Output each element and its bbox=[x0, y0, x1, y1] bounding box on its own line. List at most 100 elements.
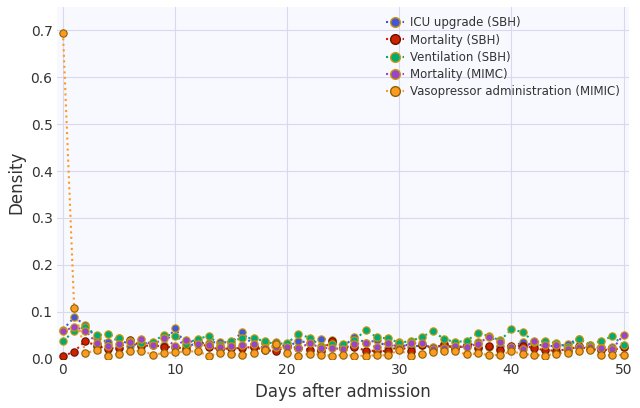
Point bbox=[102, 331, 113, 337]
Point bbox=[540, 347, 550, 354]
Point bbox=[439, 348, 449, 355]
Point bbox=[495, 339, 506, 345]
Point bbox=[585, 344, 595, 350]
Point bbox=[69, 328, 79, 335]
Point bbox=[125, 339, 135, 346]
Point bbox=[260, 347, 270, 353]
X-axis label: Days after admission: Days after admission bbox=[255, 383, 431, 401]
Point bbox=[461, 344, 472, 350]
Point bbox=[417, 341, 427, 348]
Point bbox=[360, 339, 371, 346]
Point bbox=[540, 341, 550, 348]
Point bbox=[248, 341, 259, 348]
Point bbox=[69, 314, 79, 321]
Point bbox=[215, 344, 225, 350]
Point bbox=[92, 343, 102, 349]
Point bbox=[159, 344, 169, 350]
Point bbox=[327, 353, 337, 359]
Point bbox=[596, 338, 606, 344]
Point bbox=[248, 335, 259, 341]
Point bbox=[305, 347, 315, 353]
Point bbox=[585, 341, 595, 348]
Point bbox=[417, 350, 427, 357]
Point bbox=[349, 337, 360, 344]
Point bbox=[193, 335, 203, 342]
Point bbox=[226, 345, 236, 351]
Point bbox=[573, 336, 584, 342]
Point bbox=[282, 349, 292, 356]
Point bbox=[248, 349, 259, 356]
Point bbox=[159, 331, 169, 338]
Point bbox=[394, 343, 404, 350]
Point bbox=[102, 345, 113, 352]
Point bbox=[439, 342, 449, 349]
Point bbox=[125, 337, 135, 344]
Point bbox=[360, 327, 371, 333]
Point bbox=[563, 350, 573, 356]
Point bbox=[518, 342, 528, 349]
Point bbox=[596, 346, 606, 353]
Point bbox=[282, 339, 292, 346]
Point bbox=[204, 333, 214, 339]
Point bbox=[495, 337, 506, 344]
Point bbox=[372, 344, 382, 350]
Point bbox=[260, 338, 270, 345]
Point bbox=[293, 344, 303, 351]
Point bbox=[58, 29, 68, 36]
Point bbox=[349, 334, 360, 340]
Point bbox=[573, 344, 584, 350]
Point bbox=[114, 344, 124, 351]
Point bbox=[383, 335, 393, 342]
Point bbox=[607, 346, 618, 353]
Point bbox=[506, 348, 516, 355]
Point bbox=[181, 341, 191, 347]
Point bbox=[316, 335, 326, 342]
Point bbox=[58, 326, 68, 333]
Point bbox=[282, 344, 292, 350]
Point bbox=[573, 347, 584, 354]
Point bbox=[170, 349, 180, 355]
Point bbox=[551, 347, 561, 354]
Point bbox=[518, 346, 528, 352]
Point bbox=[349, 340, 360, 347]
Point bbox=[204, 353, 214, 359]
Point bbox=[193, 348, 203, 355]
Point bbox=[80, 324, 90, 330]
Point bbox=[405, 344, 415, 350]
Point bbox=[461, 337, 472, 344]
Point bbox=[327, 337, 337, 344]
Point bbox=[58, 337, 68, 344]
Point bbox=[215, 346, 225, 353]
Point bbox=[349, 353, 360, 359]
Point bbox=[417, 342, 427, 348]
Point bbox=[394, 338, 404, 345]
Point bbox=[181, 346, 191, 352]
Point bbox=[204, 344, 214, 350]
Point bbox=[473, 350, 483, 357]
Point bbox=[69, 348, 79, 355]
Point bbox=[338, 344, 348, 351]
Point bbox=[529, 339, 539, 345]
Point bbox=[293, 345, 303, 351]
Point bbox=[226, 343, 236, 349]
Point bbox=[563, 346, 573, 353]
Point bbox=[529, 352, 539, 358]
Point bbox=[383, 348, 393, 354]
Point bbox=[518, 351, 528, 357]
Point bbox=[92, 340, 102, 346]
Point bbox=[618, 341, 628, 348]
Point bbox=[204, 341, 214, 348]
Point bbox=[293, 338, 303, 344]
Point bbox=[92, 347, 102, 354]
Point bbox=[136, 336, 147, 343]
Point bbox=[170, 333, 180, 339]
Point bbox=[439, 341, 449, 348]
Point bbox=[338, 346, 348, 352]
Point bbox=[181, 337, 191, 343]
Point bbox=[305, 350, 315, 357]
Point bbox=[58, 353, 68, 359]
Point bbox=[293, 331, 303, 337]
Point bbox=[618, 332, 628, 338]
Point bbox=[607, 347, 618, 353]
Point bbox=[607, 352, 618, 358]
